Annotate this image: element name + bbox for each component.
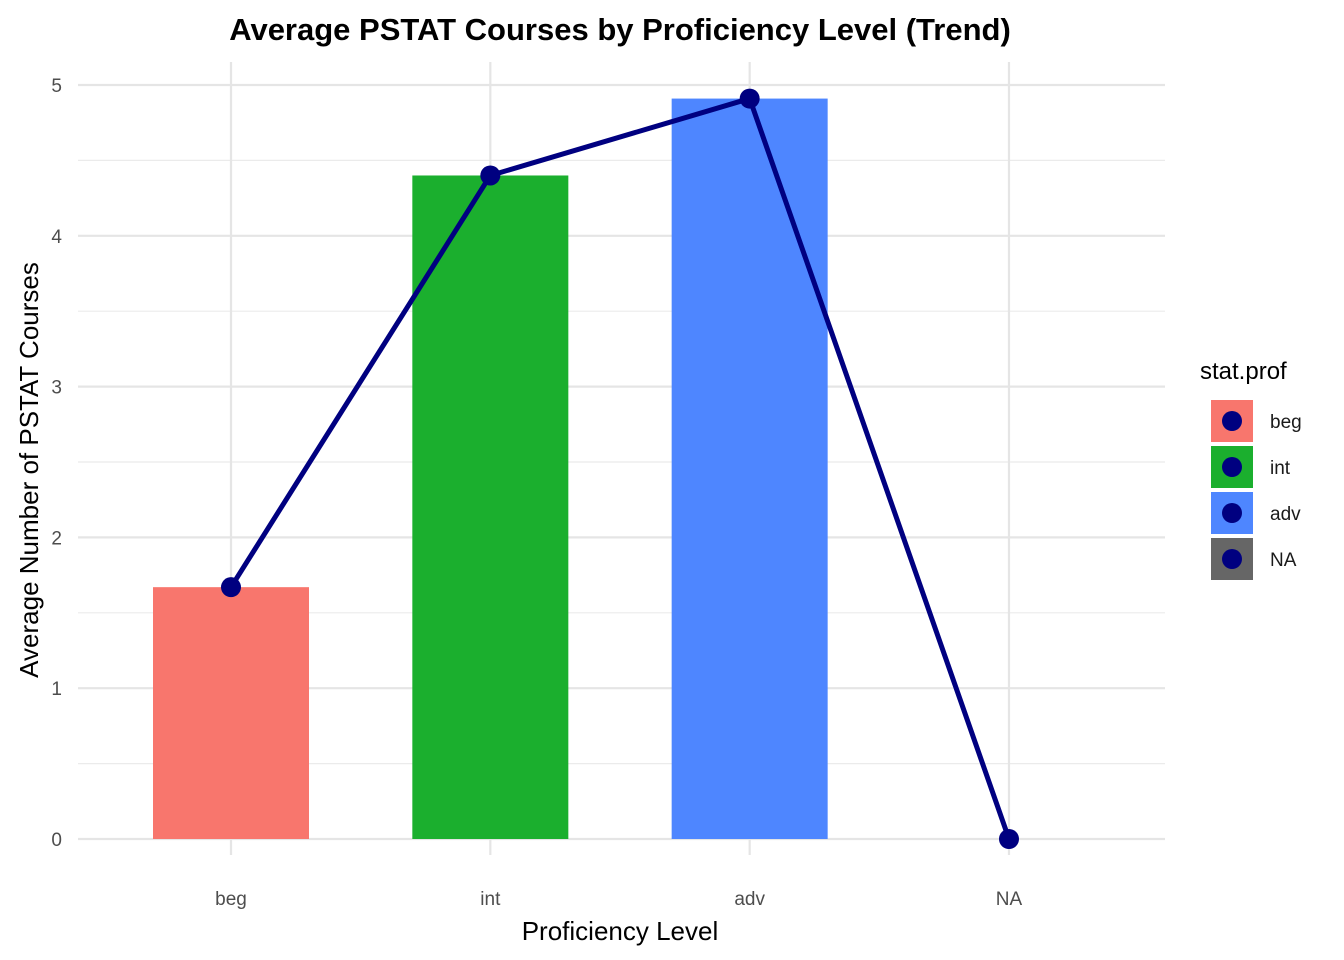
bars-group <box>153 98 828 840</box>
y-tick-label: 3 <box>51 378 62 399</box>
y-tick-label: 4 <box>51 227 62 248</box>
trend-point-adv <box>739 88 760 109</box>
legend-label-int: int <box>1270 458 1291 479</box>
y-axis-title: Average Number of PSTAT Courses <box>14 262 44 678</box>
bar-beg <box>153 587 309 839</box>
x-tick-label: adv <box>734 889 765 910</box>
x-tick-label: int <box>480 889 501 910</box>
legend-point-beg <box>1222 411 1242 431</box>
chart-title: Average PSTAT Courses by Proficiency Lev… <box>229 12 1011 47</box>
legend-label-beg: beg <box>1270 412 1302 433</box>
y-tick-label: 0 <box>51 830 62 851</box>
legend-label-adv: adv <box>1270 504 1301 525</box>
y-tick-label: 1 <box>51 679 62 700</box>
legend-point-NA <box>1222 549 1242 569</box>
bar-int <box>412 175 569 840</box>
x-axis-ticks: beg int adv NA <box>215 889 1022 910</box>
legend: stat.prof beg int adv NA <box>1200 358 1302 580</box>
trend-line-group <box>221 88 1019 849</box>
y-axis-ticks: 0 1 2 3 4 5 <box>51 76 62 851</box>
trend-point-beg <box>221 577 241 598</box>
bar-adv <box>671 98 828 839</box>
trend-point-NA <box>998 829 1019 849</box>
y-tick-label: 2 <box>51 528 62 549</box>
legend-point-int <box>1222 457 1242 477</box>
x-tick-label: NA <box>996 889 1023 910</box>
trend-line <box>228 96 1012 840</box>
legend-point-adv <box>1222 503 1242 523</box>
legend-label-NA: NA <box>1270 550 1297 571</box>
legend-title: stat.prof <box>1200 358 1287 385</box>
trend-point-int <box>480 165 501 186</box>
x-axis-title: Proficiency Level <box>522 916 719 946</box>
x-tick-label: beg <box>215 889 247 910</box>
y-tick-label: 5 <box>51 76 62 97</box>
